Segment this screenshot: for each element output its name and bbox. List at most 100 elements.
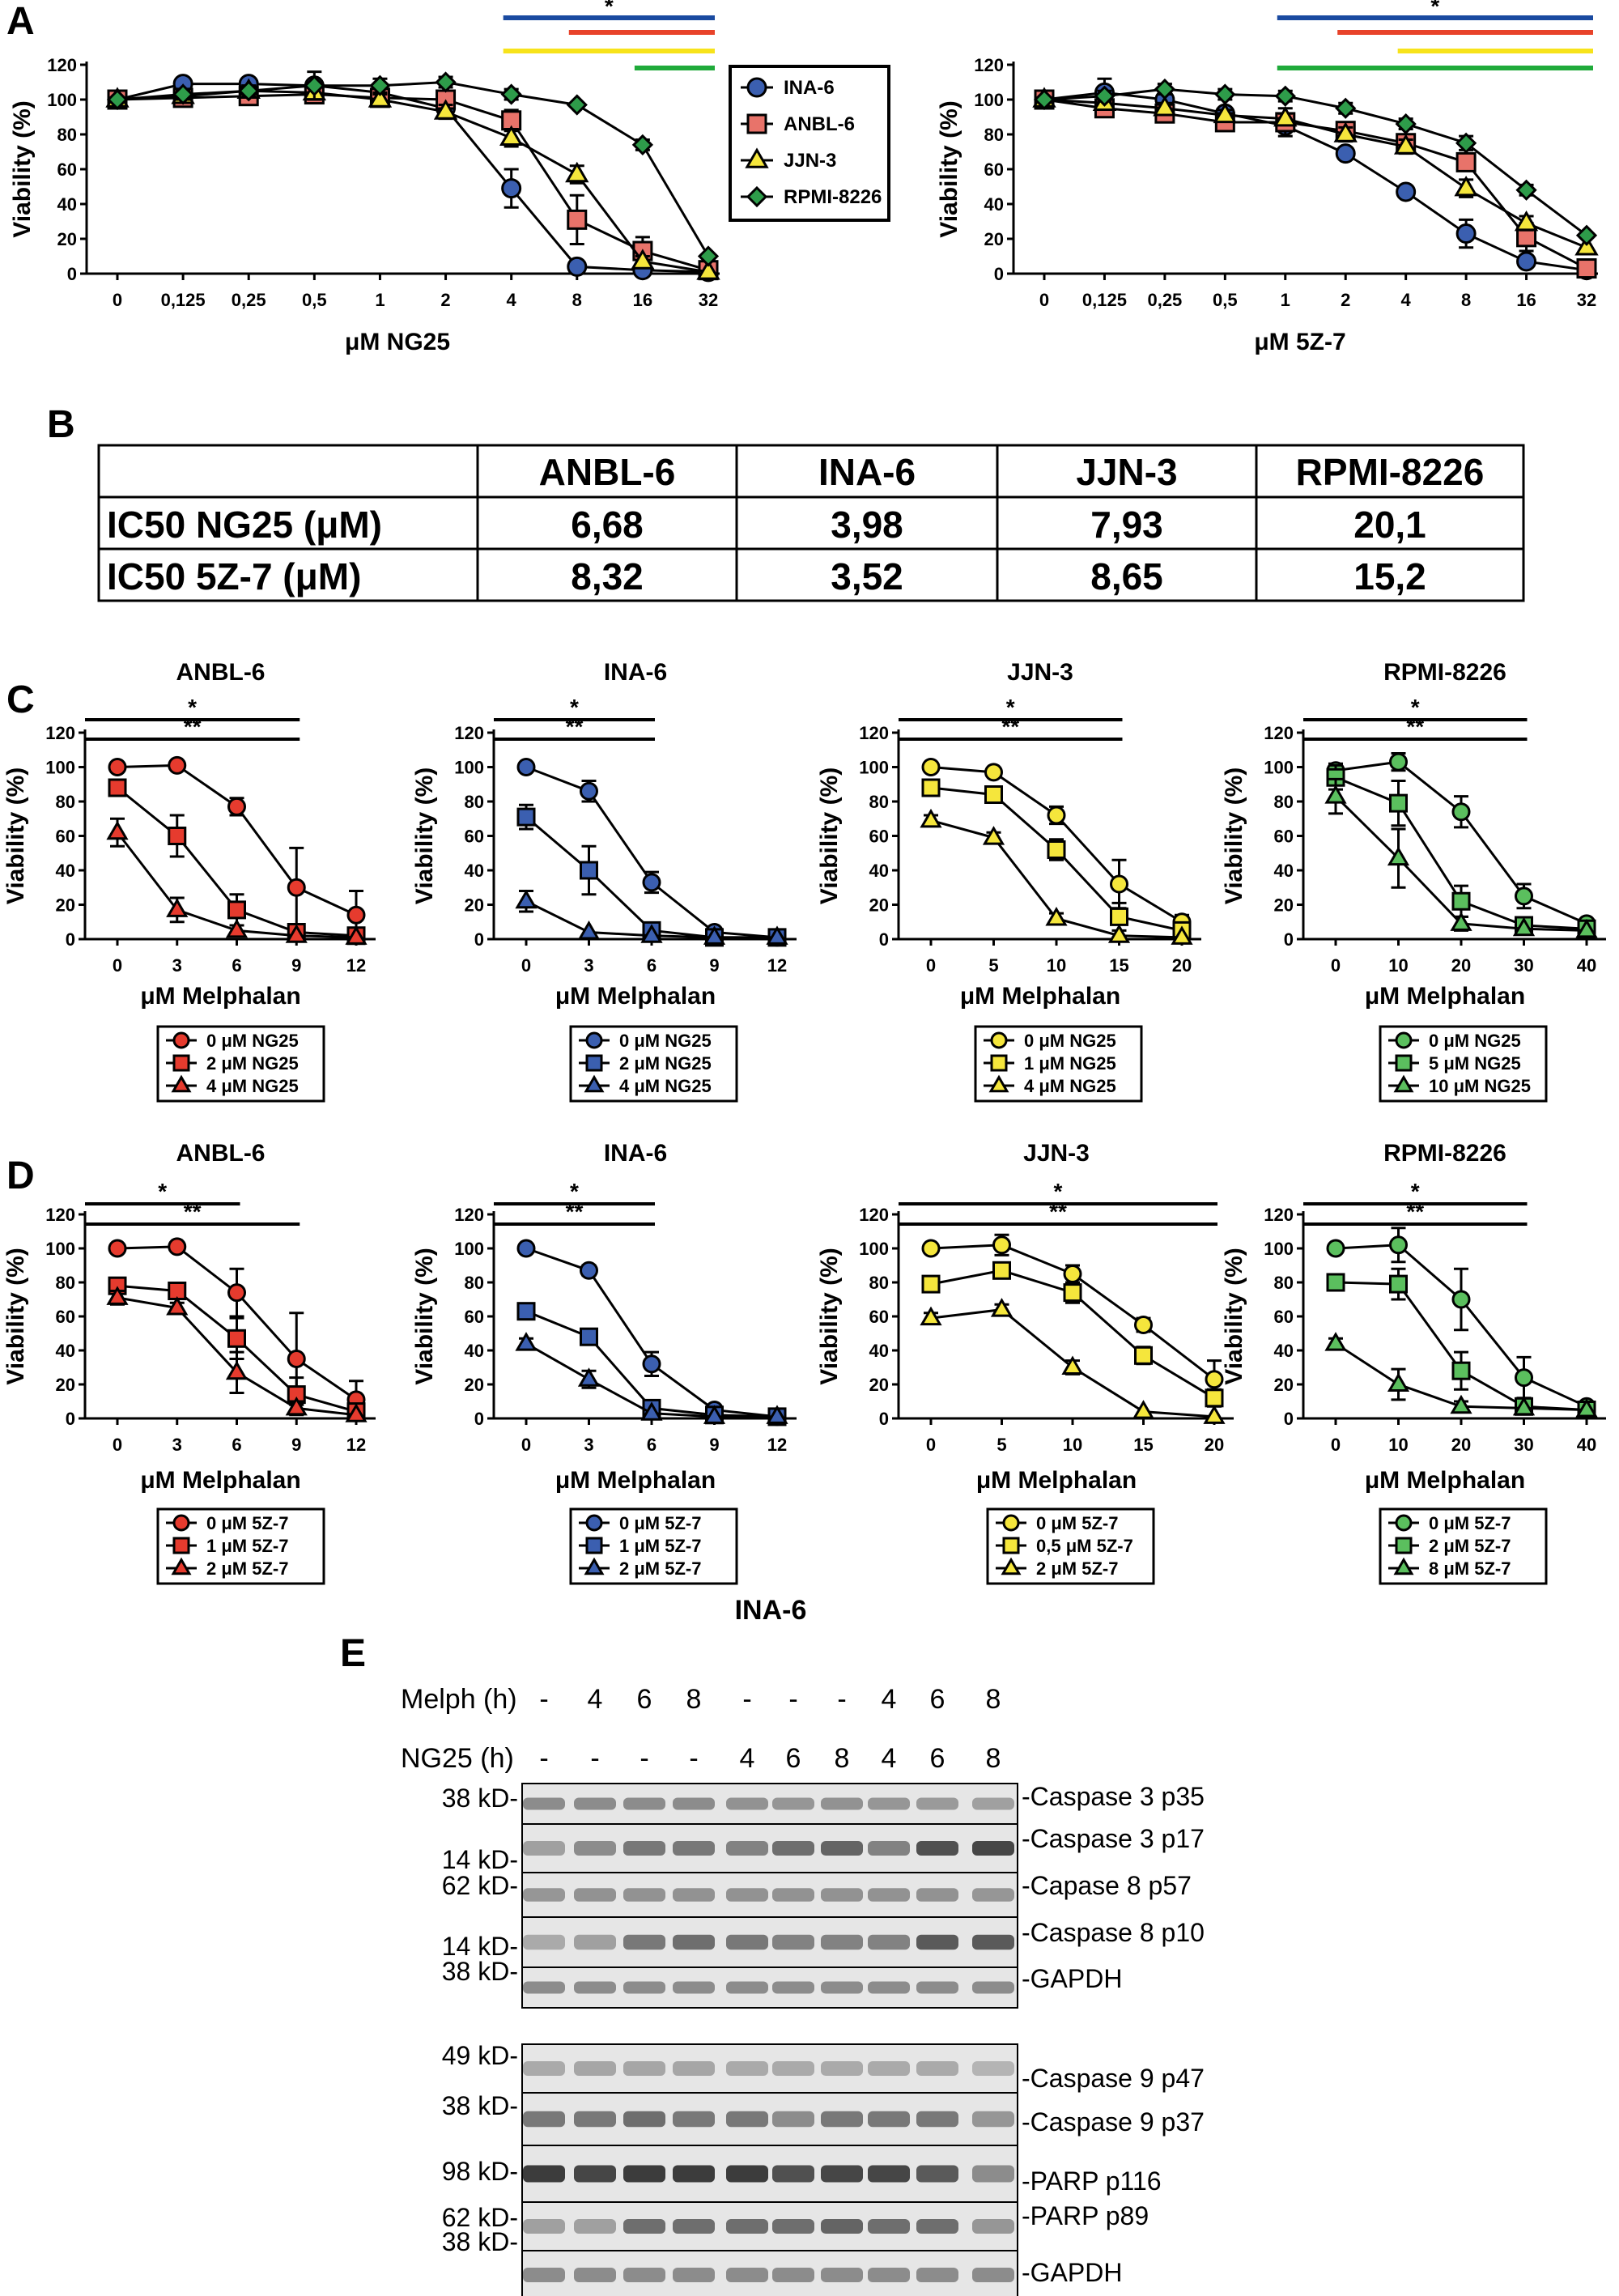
legend-entry: 0 μM NG25: [1024, 1031, 1116, 1051]
blot-band: [868, 1981, 910, 1994]
y-tick-label: 120: [45, 723, 75, 743]
legend-entry: 4 μM NG25: [619, 1076, 712, 1096]
legend-marker: [585, 1054, 603, 1072]
data-point: [1389, 1274, 1408, 1294]
y-tick-label: 80: [869, 1273, 889, 1293]
data-point: [225, 1360, 249, 1380]
legend-marker: [585, 1514, 603, 1532]
y-tick-label: 100: [974, 90, 1004, 110]
series-0 μM 5Z-7: [516, 1239, 787, 1426]
table-frame: [97, 444, 1525, 602]
x-tick-label: 0: [113, 1435, 122, 1455]
y-tick-label: 20: [56, 895, 75, 916]
data-point: [500, 83, 522, 105]
blot-band: [916, 1981, 958, 1994]
blot-band: [726, 2165, 768, 2183]
legend-entry: 2 μM 5Z-7: [1429, 1536, 1511, 1556]
y-tick-label: 40: [1274, 1341, 1294, 1361]
y-axis-label: Viability (%): [411, 767, 438, 904]
x-tick-label: 2: [1341, 290, 1350, 310]
melph-label: Melph (h): [401, 1684, 517, 1715]
y-tick-label: 60: [465, 1307, 484, 1327]
blot-band: [972, 1934, 1014, 1950]
data-point: [435, 71, 457, 93]
legend-entry: 0 μM 5Z-7: [206, 1513, 288, 1533]
blot-band: [821, 1981, 863, 1994]
data-point: [368, 87, 393, 108]
data-point: [346, 905, 366, 925]
blot-band: [868, 2165, 910, 2183]
data-point: [1110, 907, 1128, 926]
data-point: [992, 1235, 1011, 1255]
chart-A1: 0 20 40 60 80 100 120 0 0,125 0,25 0,5 1 2 4 8 16 32 Viab…: [9, 0, 720, 355]
blot-band: [523, 1841, 565, 1856]
blot-band: [673, 2111, 715, 2128]
blot-band: [574, 1981, 616, 1994]
series-0 μM 5Z-7: [108, 1237, 366, 1420]
y-tick-label: 40: [984, 194, 1004, 215]
y-tick-label: 60: [57, 159, 77, 180]
melph-lane-value: 4: [882, 1684, 897, 1715]
ng25-lane-value: -: [590, 1743, 599, 1774]
y-tick-label: 0: [66, 1409, 75, 1429]
blot-band: [821, 2219, 863, 2234]
x-tick-label: 1: [1281, 290, 1290, 310]
blot-band: [574, 1797, 616, 1810]
blot-band: [868, 1797, 910, 1810]
blot-band: [821, 1841, 863, 1856]
x-tick-label: 32: [699, 290, 718, 310]
blot-band: [623, 2219, 665, 2234]
blot-label: -Caspase 9 p47: [1022, 2064, 1205, 2093]
data-point: [1455, 132, 1477, 154]
data-point: [921, 1239, 941, 1258]
data-point: [1205, 1370, 1224, 1389]
y-tick-label: 0: [879, 1409, 889, 1429]
data-point: [1512, 1396, 1536, 1416]
melph-lane-value: 8: [686, 1684, 702, 1715]
x-tick-label: 16: [1516, 290, 1536, 310]
x-tick-label: 6: [232, 1435, 241, 1455]
significance-label: *: [1430, 0, 1439, 19]
blot-band: [916, 1841, 958, 1856]
data-point: [921, 1274, 941, 1294]
melph-lane-value: 4: [588, 1684, 603, 1715]
data-point: [1213, 102, 1238, 124]
significance-label: *: [1411, 695, 1420, 720]
data-point: [984, 785, 1003, 804]
series-line: [1043, 98, 1587, 270]
significance-label: *: [158, 1179, 167, 1204]
x-axis-label: μM Melphalan: [976, 1467, 1137, 1494]
blot-band: [772, 2165, 814, 2183]
blot-band: [772, 2219, 814, 2234]
x-tick-label: 5: [988, 955, 998, 976]
blot-band: [574, 2268, 616, 2282]
molecular-weight-marker: 62 kD-: [442, 1871, 518, 1900]
data-point: [1324, 784, 1347, 804]
data-point: [1107, 924, 1131, 943]
blot-band: [772, 1981, 814, 1994]
blot-band: [523, 2111, 565, 2128]
ng25-lane-value: 4: [740, 1743, 755, 1774]
blot-band: [868, 2268, 910, 2282]
x-axis-label: μM Melphalan: [960, 983, 1120, 1010]
significance-label: *: [570, 695, 579, 720]
legend-marker: [1393, 1557, 1414, 1575]
y-tick-label: 120: [47, 55, 77, 75]
y-tick-label: 60: [465, 827, 484, 847]
blot-band: [972, 2219, 1014, 2234]
x-tick-label: 0,125: [161, 290, 206, 310]
series-line: [117, 83, 709, 274]
y-tick-label: 60: [1274, 1307, 1294, 1327]
data-point: [580, 781, 598, 801]
data-point: [166, 898, 189, 917]
data-point: [1045, 907, 1068, 926]
significance-label: **: [1406, 1199, 1424, 1224]
x-tick-label: 2: [440, 290, 450, 310]
x-tick-label: 30: [1514, 955, 1533, 976]
legend-marker: [990, 1054, 1008, 1072]
x-axis-label: μM Melphalan: [555, 983, 716, 1010]
data-point: [227, 797, 246, 816]
data-point: [285, 1396, 308, 1416]
x-tick-label: 0: [1331, 1435, 1341, 1455]
legend-marker: [585, 1537, 603, 1554]
